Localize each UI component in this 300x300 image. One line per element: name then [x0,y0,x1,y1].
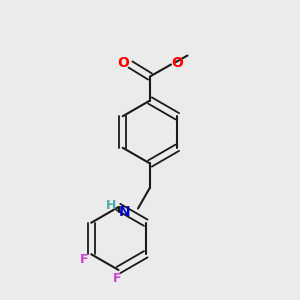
Text: F: F [80,253,88,266]
Text: O: O [117,56,129,70]
Text: H: H [106,199,116,212]
Text: N: N [119,205,130,218]
Text: O: O [172,56,184,70]
Text: F: F [113,272,121,286]
